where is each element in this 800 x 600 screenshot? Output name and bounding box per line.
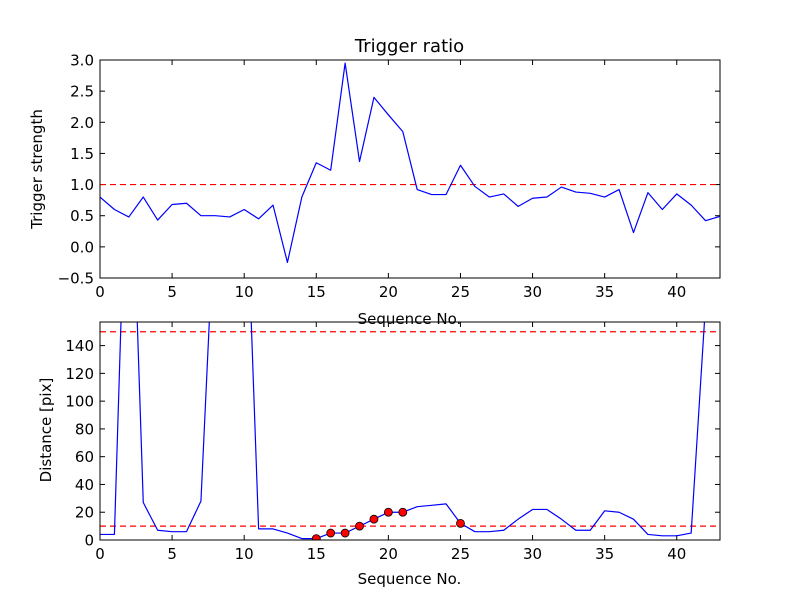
highlight-point xyxy=(383,507,393,517)
y-tick-label: 100 xyxy=(65,393,94,411)
y-tick-label: 1.0 xyxy=(70,176,94,194)
y-tick-label: 140 xyxy=(65,337,94,355)
series-line xyxy=(100,62,720,264)
x-tick-label: 5 xyxy=(167,545,177,563)
y-tick-label: 60 xyxy=(75,448,94,466)
series-line xyxy=(100,322,706,540)
x-tick-label: 35 xyxy=(595,545,614,563)
x-tick-label: 20 xyxy=(379,545,398,563)
y-tick-label: 20 xyxy=(75,504,94,522)
x-tick-label: 5 xyxy=(167,283,177,301)
y-tick-label: 2.0 xyxy=(70,114,94,132)
x-tick-label: 40 xyxy=(667,283,686,301)
chart-title: Trigger ratio xyxy=(354,36,464,57)
x-tick-label: 10 xyxy=(235,283,254,301)
x-tick-label: 25 xyxy=(451,283,470,301)
y-axis-label: Trigger strength xyxy=(28,109,46,230)
x-axis-label: Sequence No. xyxy=(358,310,462,328)
trigger-ratio-chart: Trigger ratio Trigger strength Sequence … xyxy=(28,36,721,328)
highlight-point xyxy=(456,518,465,528)
highlight-point xyxy=(369,514,379,524)
x-axis-label: Sequence No. xyxy=(358,570,462,588)
plot-frame xyxy=(99,321,721,541)
x-tick-label: 15 xyxy=(307,283,326,301)
x-tick-label: 40 xyxy=(667,545,686,563)
plot-area xyxy=(100,62,720,264)
highlight-point xyxy=(311,534,321,540)
distance-chart: Distance [pix] Sequence No. 0 5 10 15 20 25 30… xyxy=(37,321,721,588)
plot-frame xyxy=(99,59,721,279)
y-axis-label: Distance [pix] xyxy=(37,378,55,483)
axis-ticks: 0 5 10 15 20 25 30 35 40 −0.5 0.0 0.5 1.0 1.5 2.0 2.5 3.… xyxy=(58,52,720,301)
y-tick-label: −0.5 xyxy=(58,270,94,288)
y-tick-label: 80 xyxy=(75,420,94,438)
y-tick-label: 1.5 xyxy=(70,145,94,163)
x-tick-label: 20 xyxy=(379,283,398,301)
highlight-point xyxy=(398,507,408,517)
y-tick-label: 40 xyxy=(75,476,94,494)
x-tick-label: 35 xyxy=(595,283,614,301)
x-tick-label: 0 xyxy=(95,545,105,563)
x-tick-label: 30 xyxy=(523,283,542,301)
highlight-point xyxy=(340,528,350,538)
x-tick-label: 30 xyxy=(523,545,542,563)
y-tick-label: 0.5 xyxy=(70,207,94,225)
x-tick-label: 10 xyxy=(235,545,254,563)
y-tick-label: 0.0 xyxy=(70,238,94,256)
x-tick-label: 25 xyxy=(451,545,470,563)
plot-area xyxy=(100,322,720,540)
axis-ticks: 0 5 10 15 20 25 30 35 40 0 20 40 60 80 100 120 140 xyxy=(65,322,720,563)
y-tick-label: 0 xyxy=(84,532,94,550)
highlight-point xyxy=(326,528,336,538)
x-tick-label: 0 xyxy=(95,283,105,301)
highlight-point xyxy=(355,521,364,531)
y-tick-label: 2.5 xyxy=(70,83,94,101)
y-tick-label: 3.0 xyxy=(70,52,94,70)
x-tick-label: 15 xyxy=(307,545,326,563)
y-tick-label: 120 xyxy=(65,365,94,383)
